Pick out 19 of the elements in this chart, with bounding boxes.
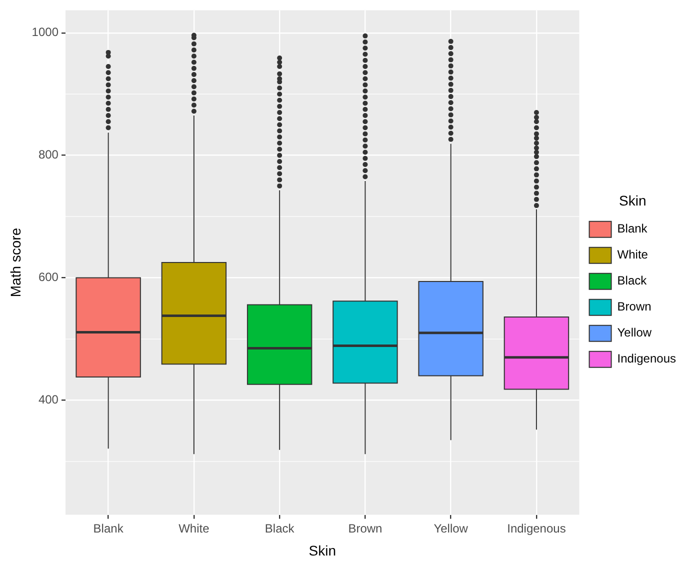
x-axis-title: Skin xyxy=(308,542,336,558)
legend-label: Indigenous xyxy=(617,352,676,366)
x-tick-label: White xyxy=(178,521,210,536)
x-tick-label: Black xyxy=(264,521,296,536)
legend-label: Brown xyxy=(617,300,652,314)
y-tick-label: 600 xyxy=(38,270,59,284)
legend-label: Black xyxy=(617,274,648,288)
x-tick-label: Blank xyxy=(93,521,124,536)
y-axis-title: Math score xyxy=(7,228,24,298)
y-tick-label: 1000 xyxy=(32,25,59,40)
legend-label: Blank xyxy=(617,222,648,236)
x-tick-label: Indigenous xyxy=(507,521,566,536)
legend-label: Yellow xyxy=(617,326,652,340)
y-tick-label: 400 xyxy=(38,392,59,407)
legend-label: White xyxy=(617,248,648,262)
x-tick-label: Yellow xyxy=(434,521,468,536)
x-tick-label: Brown xyxy=(348,521,382,536)
legend-title: Skin xyxy=(619,192,646,208)
y-tick-label: 800 xyxy=(38,148,59,162)
